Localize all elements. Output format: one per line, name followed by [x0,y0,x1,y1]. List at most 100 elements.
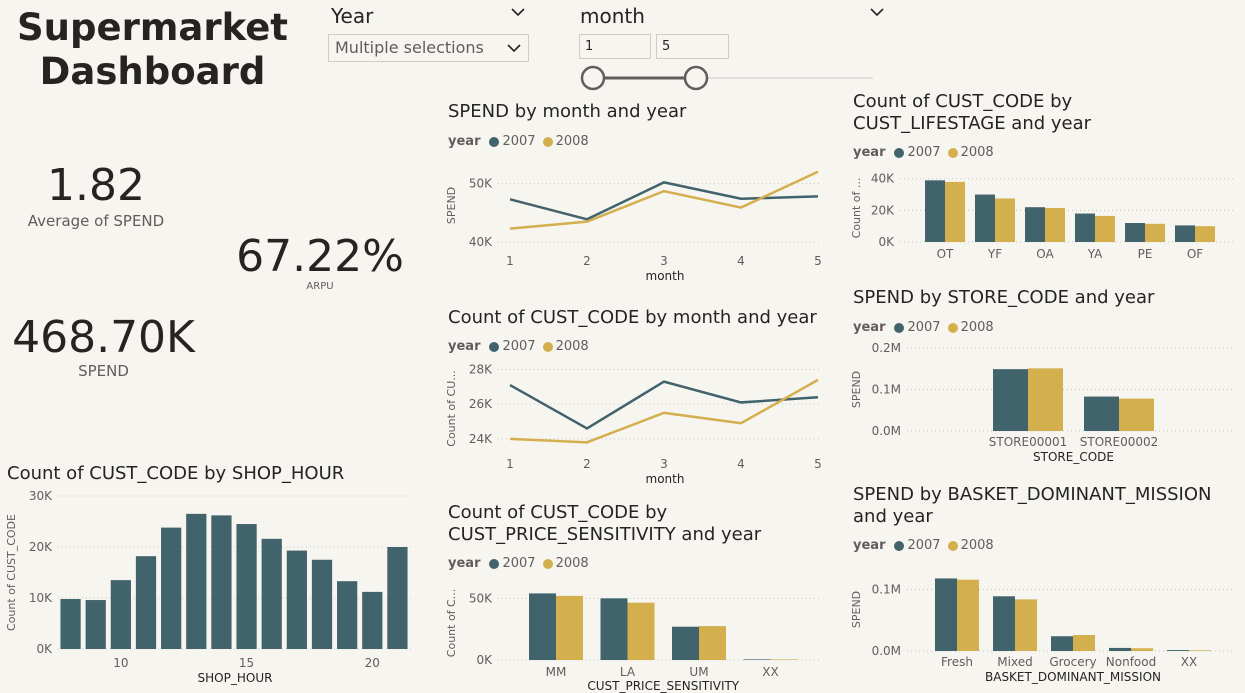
legend-swatch-2008 [947,322,958,333]
legend-item-2007[interactable]: 2007 [907,320,941,335]
y-tick-label: 0.1M [872,383,901,397]
legend-swatch-2007 [894,147,905,158]
bar [387,547,408,649]
legend-item-2008[interactable]: 2008 [960,538,994,553]
x-tick-label: 1 [506,254,514,268]
bar-2007 [1167,650,1189,651]
y-tick-label: 20K [871,203,895,217]
legend-item-2008[interactable]: 2008 [555,339,589,354]
legend-swatch-2007 [489,136,500,147]
x-tick-label: 2 [583,254,591,268]
bar-2008 [995,198,1015,242]
bar-2007 [975,194,995,242]
bar-2007 [1175,225,1195,242]
legend-item-2007[interactable]: 2007 [907,538,941,553]
x-tick-label: 5 [814,254,822,268]
y-tick-label: 28K [469,362,493,376]
month-range-slider[interactable] [578,64,878,92]
y-axis-label: SPEND [445,187,458,224]
slider-handle-min[interactable] [580,65,606,91]
month-slicer-title: month [580,4,645,28]
month-max-input[interactable]: 5 [656,34,729,59]
legend-swatch-2008 [542,136,553,147]
bar [362,591,383,649]
legend: year 2007 2008 [448,556,589,571]
chevron-down-icon[interactable] [509,3,527,25]
y-axis-label: Count of C... [445,589,458,657]
legend-item-2008[interactable]: 2008 [555,556,589,571]
bar-2007 [1109,647,1131,651]
bar-2008 [1095,215,1115,242]
bar-2007 [743,659,771,660]
x-tick-label: 4 [737,457,745,471]
series-line-2008 [509,170,819,230]
kpi-spend-label: SPEND [78,362,129,380]
legend-item-2007[interactable]: 2007 [502,556,536,571]
x-axis-label: month [646,472,685,486]
x-tick-label: XX [1181,655,1197,669]
x-tick-label: Mixed [997,655,1032,669]
series-line-2007 [509,181,819,221]
x-tick-label: Grocery [1049,655,1096,669]
bar-2008 [556,595,583,660]
bar-2007 [529,593,556,660]
legend-swatch-2007 [894,322,905,333]
legend-item-2008[interactable]: 2008 [555,134,589,149]
month-min-input[interactable]: 1 [579,34,651,59]
bar-2008 [1145,223,1165,242]
bar-2008 [1015,599,1037,651]
bar-2007 [1084,396,1119,431]
chevron-down-icon [505,39,523,61]
x-tick-label: 3 [660,254,668,268]
kpi-arpu-value: 67.22% [236,231,404,282]
lifestage-chart[interactable]: 0K 20K 40K Count of ... OT YF OA YA PE OF [845,165,1240,265]
slider-handle-max[interactable] [683,65,709,91]
bar-2008 [1189,650,1211,651]
legend-item-2007[interactable]: 2007 [502,339,536,354]
shop-hour-chart[interactable]: 0K 10K 20K 30K Count of CUST_CODE 10 15 20 SHOP_… [0,485,420,690]
bar-2007 [1025,207,1045,242]
y-tick-label: 40K [469,235,493,249]
legend-swatch-2007 [894,540,905,551]
y-tick-label: 0.1M [872,583,901,597]
bar-2008 [1028,368,1063,431]
price-sens-chart[interactable]: 0K 50K Count of C... MM LA UM XX CUST_PRICE_SEN… [440,578,835,693]
legend-item-2007[interactable]: 2007 [907,145,941,160]
mission-chart[interactable]: 0.0M 0.1M SPEND Fresh Mixed Grocery Nonfood XX B… [845,558,1240,688]
chart-title-lifestage: Count of CUST_CODE by CUST_LIFESTAGE and… [853,91,1092,134]
bar [236,524,257,649]
y-tick-label: 0K [36,642,53,656]
page-title: Supermarket Dashboard [17,6,288,93]
y-tick-label: 0.2M [872,341,901,355]
chart-title-cust-month: Count of CUST_CODE by month and year [448,307,817,328]
bar-2008 [945,181,965,242]
y-tick-label: 10K [29,591,53,605]
x-axis-label: SHOP_HOUR [198,671,273,685]
bar-2008 [1045,208,1065,242]
legend-item-2008[interactable]: 2008 [960,145,994,160]
y-axis-label: SPEND [850,591,863,628]
legend-item-2007[interactable]: 2007 [502,134,536,149]
y-tick-label: 24K [469,432,493,446]
legend-swatch-2008 [542,341,553,352]
spend-month-chart[interactable]: 40K 50K SPEND 1 2 3 4 5 month [440,155,835,290]
bar-2008 [1073,635,1095,651]
legend-title: year [448,134,481,149]
y-tick-label: 40K [871,172,895,186]
year-slicer-title: Year [331,4,374,28]
x-tick-label: STORE00001 [989,435,1068,449]
x-axis-label: month [646,269,685,283]
kpi-avg-spend-value: 1.82 [47,160,145,211]
cust-month-chart[interactable]: 24K 26K 28K Count of CU... 1 2 3 4 5 month [440,358,835,493]
store-chart[interactable]: 0.0M 0.1M 0.2M SPEND STORE00001 STORE00002STO… [845,340,1240,472]
y-tick-label: 0.0M [872,644,901,658]
bar-2008 [770,659,798,660]
bar [60,599,81,649]
x-tick-label: OA [1036,247,1054,261]
year-dropdown[interactable]: Multiple selections [328,34,529,62]
legend-item-2008[interactable]: 2008 [960,320,994,335]
chevron-down-icon[interactable] [868,3,886,25]
y-axis-label: Count of ... [850,178,863,239]
x-tick-label: 20 [365,656,380,670]
legend-swatch-2007 [489,341,500,352]
